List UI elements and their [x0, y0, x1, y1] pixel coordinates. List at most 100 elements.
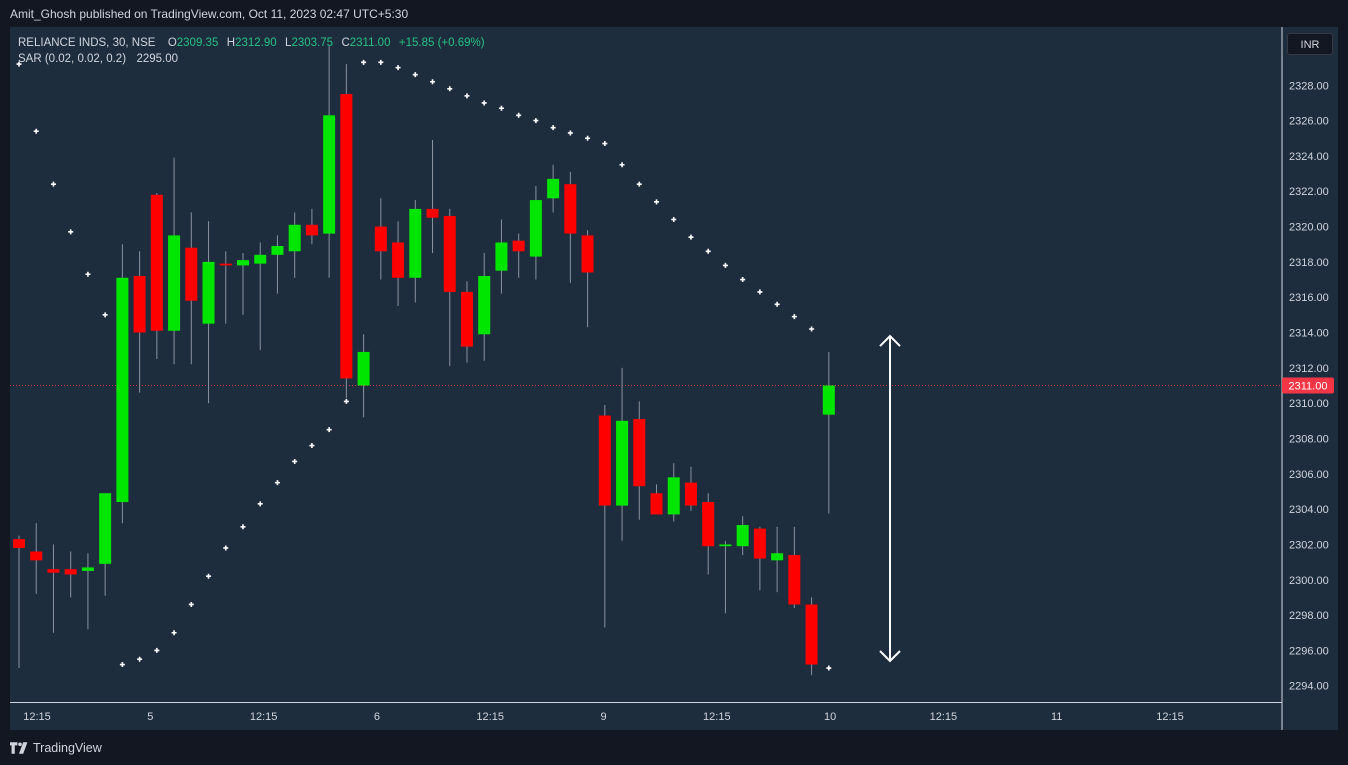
tradingview-logo-icon	[10, 742, 28, 754]
y-tick-label: 2304.00	[1289, 504, 1329, 516]
candle-body	[99, 493, 112, 564]
last-price-badge	[1282, 377, 1334, 394]
sar-point	[671, 216, 677, 222]
sar-point	[188, 601, 194, 607]
low-value: 2303.75	[291, 37, 334, 49]
sar-point	[171, 630, 177, 636]
currency-button[interactable]: INR	[1287, 33, 1333, 55]
x-tick-label: 12:15	[703, 711, 731, 723]
candle-body	[822, 385, 835, 415]
sar-point	[809, 326, 815, 332]
sar-point	[774, 301, 780, 307]
candle-body	[236, 260, 249, 266]
candle-body	[460, 291, 473, 347]
chart-legend: RELIANCE INDS, 30, NSE O2309.35 H2312.90…	[18, 35, 485, 67]
sar-label: SAR (0.02, 0.02, 0.2)	[18, 53, 127, 65]
sar-point	[395, 65, 401, 71]
y-tick-label: 2324.00	[1289, 151, 1329, 163]
x-tick-label: 12:15	[930, 711, 958, 723]
candle-body	[323, 115, 336, 234]
candle-body	[202, 261, 215, 324]
symbol-label: RELIANCE INDS, 30, NSE	[18, 37, 156, 49]
sar-value: 2295.00	[136, 53, 179, 65]
candle-body	[288, 224, 301, 252]
sar-point	[119, 662, 125, 668]
candle-body	[547, 178, 560, 199]
y-tick-label: 2316.00	[1289, 292, 1329, 304]
candle-body	[581, 235, 594, 273]
candle-body	[81, 567, 94, 571]
candle-body	[374, 226, 387, 252]
x-tick-label: 10	[824, 711, 836, 723]
sar-point	[206, 573, 212, 579]
tradingview-brand: TradingView	[10, 741, 102, 755]
chart-pane[interactable]	[10, 27, 1338, 730]
candle-body	[305, 224, 318, 236]
sar-point	[292, 458, 298, 464]
sar-point	[326, 427, 332, 433]
y-tick-label: 2296.00	[1289, 645, 1329, 657]
candle-body	[30, 551, 43, 561]
sar-point	[550, 125, 556, 131]
candle-body	[667, 477, 680, 515]
candle-body	[357, 351, 370, 386]
x-tick-label: 11	[1051, 711, 1062, 723]
sar-point	[585, 135, 591, 141]
sar-legend-row: SAR (0.02, 0.02, 0.2) 2295.00	[18, 51, 485, 67]
sar-point	[137, 656, 143, 662]
candle-body	[702, 502, 715, 547]
sar-point	[740, 277, 746, 283]
sar-point	[102, 312, 108, 318]
sar-point	[516, 112, 522, 118]
candle-body	[443, 215, 456, 292]
sar-point	[50, 181, 56, 187]
sar-point	[274, 480, 280, 486]
sar-point	[257, 501, 263, 507]
y-tick-label: 2306.00	[1289, 469, 1329, 481]
high-label: H	[226, 37, 236, 49]
candle-body	[719, 544, 732, 547]
candle-body	[168, 235, 181, 331]
sar-point	[68, 229, 74, 235]
y-tick-label: 2302.00	[1289, 539, 1329, 551]
x-tick-label: 12:15	[1156, 711, 1184, 723]
open-value: 2309.35	[176, 37, 219, 49]
high-value: 2312.90	[235, 37, 277, 49]
x-tick-label: 12:15	[23, 711, 51, 723]
y-tick-label: 2312.00	[1289, 363, 1329, 375]
sar-point	[223, 545, 229, 551]
sar-point	[412, 72, 418, 78]
low-label: L	[285, 37, 292, 49]
candle-body	[564, 184, 577, 234]
sar-point	[791, 314, 797, 320]
measure-arrow-head-bottom	[879, 650, 901, 663]
sar-point	[619, 162, 625, 168]
x-tick-label: 9	[600, 711, 606, 723]
candle-body	[753, 528, 766, 559]
candle-body	[684, 482, 697, 506]
sar-point	[240, 524, 246, 530]
candle-body	[650, 493, 663, 515]
sar-point	[688, 234, 694, 240]
measure-arrow-head-top	[879, 334, 901, 347]
published-text: Amit_Ghosh published on TradingView.com,…	[10, 7, 409, 21]
y-tick-label: 2294.00	[1289, 681, 1329, 693]
candle-body	[529, 200, 542, 257]
candle-body	[512, 240, 525, 252]
candle-body	[598, 415, 611, 506]
sar-point	[481, 100, 487, 106]
candle-body	[805, 604, 818, 665]
y-tick-label: 2310.00	[1289, 398, 1329, 410]
change-value: +15.85 (+0.69%)	[398, 37, 485, 49]
sar-point	[464, 93, 470, 99]
sar-point	[33, 128, 39, 134]
sar-point	[705, 248, 711, 254]
candle-body	[219, 263, 232, 266]
y-tick-label: 2320.00	[1289, 222, 1329, 234]
sar-point	[343, 398, 349, 404]
candle-body	[47, 569, 60, 573]
sar-point	[654, 199, 660, 205]
sar-point	[430, 79, 436, 85]
candle-body	[478, 276, 491, 335]
